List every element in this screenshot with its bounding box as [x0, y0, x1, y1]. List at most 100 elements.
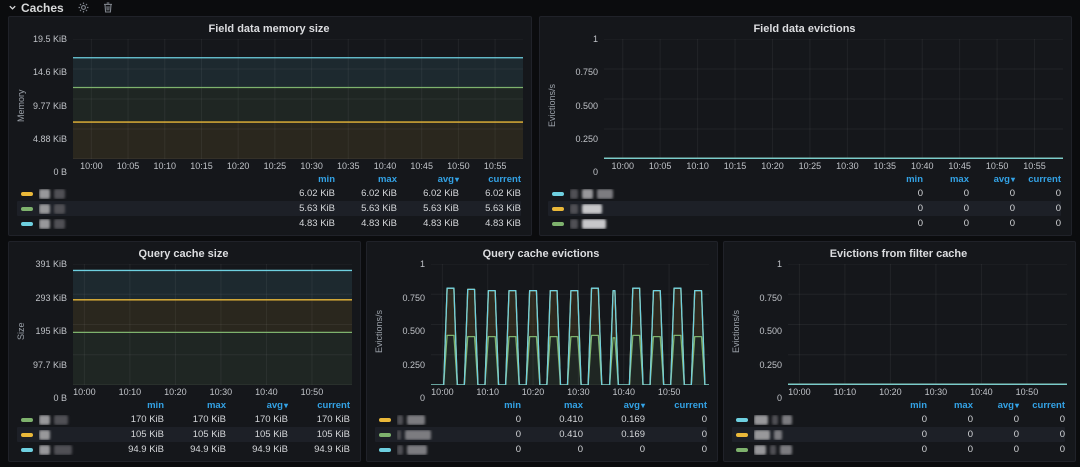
plot-column: 10:0010:0510:1010:1510:2010:2510:3010:35…	[73, 39, 523, 172]
plot-row: Size 0 B97.7 KiB195 KiB293 KiB391 KiB 10…	[15, 264, 352, 398]
row-collapse-toggle[interactable]: Caches	[8, 1, 64, 15]
legend-column-min[interactable]: min	[877, 174, 923, 185]
redacted-series-name	[39, 189, 273, 199]
row-settings-button[interactable]	[78, 2, 89, 13]
redacted-series-name	[754, 445, 881, 455]
legend-row[interactable]: 0000	[732, 442, 1065, 457]
y-tick: 195 KiB	[35, 326, 67, 336]
panel-query-cache-evictions: Query cache evictions Evictions/s 00.250…	[366, 241, 718, 462]
legend-value-avg: 0.169	[583, 429, 645, 440]
legend-value-avg: 0	[973, 444, 1019, 455]
legend-row[interactable]: 0000	[732, 427, 1065, 442]
redaction-chip	[582, 219, 606, 229]
y-axis-ticks: 0 B4.88 KiB9.77 KiB14.6 KiB19.5 KiB	[27, 39, 73, 172]
x-tick: 10:20	[522, 387, 545, 397]
legend-column-avg[interactable]: avg▾	[583, 400, 645, 411]
legend-row[interactable]: 105 KiB105 KiB105 KiB105 KiB	[17, 427, 350, 442]
legend-column-current[interactable]: current	[645, 400, 707, 411]
legend-row[interactable]: 94.9 KiB94.9 KiB94.9 KiB94.9 KiB	[17, 442, 350, 457]
redacted-series-name	[39, 219, 273, 229]
legend-value-min: 170 KiB	[102, 414, 164, 425]
legend-value-max: 0.410	[521, 429, 583, 440]
redacted-series-name	[39, 415, 102, 425]
legend-column-current[interactable]: current	[1019, 400, 1065, 411]
legend-column-min[interactable]: min	[102, 400, 164, 411]
legend-column-avg[interactable]: avg▾	[969, 174, 1015, 185]
plot-area[interactable]	[431, 264, 709, 385]
legend-column-avg[interactable]: avg▾	[397, 174, 459, 185]
redaction-chip	[407, 445, 427, 455]
plot-area[interactable]	[73, 264, 352, 385]
legend-row[interactable]: 0000	[732, 412, 1065, 427]
legend-column-avg[interactable]: avg▾	[973, 400, 1019, 411]
legend-row[interactable]: 0000	[548, 201, 1061, 216]
panel-title-field-data-memory-size[interactable]: Field data memory size	[15, 21, 523, 37]
x-tick: 10:30	[925, 387, 948, 397]
y-axis-ticks: 00.2500.5000.7501	[385, 264, 431, 398]
legend-column-current[interactable]: current	[1015, 174, 1061, 185]
row-delete-button[interactable]	[103, 2, 113, 13]
legend-column-max[interactable]: max	[521, 400, 583, 411]
legend-value-avg: 0.169	[583, 414, 645, 425]
series-color-swatch	[736, 418, 748, 422]
panel-title-field-data-evictions[interactable]: Field data evictions	[546, 21, 1063, 37]
legend-row[interactable]: 170 KiB170 KiB170 KiB170 KiB	[17, 412, 350, 427]
legend-column-min[interactable]: min	[881, 400, 927, 411]
legend-column-min[interactable]: min	[273, 174, 335, 185]
series-color-swatch	[379, 433, 391, 437]
plot-area[interactable]	[604, 39, 1063, 159]
legend-column-max[interactable]: max	[335, 174, 397, 185]
redaction-chip	[754, 415, 768, 425]
legend-row[interactable]: 4.83 KiB4.83 KiB4.83 KiB4.83 KiB	[17, 216, 521, 231]
legend-column-avg[interactable]: avg▾	[226, 400, 288, 411]
x-tick: 10:50	[301, 387, 324, 397]
plot-row: Evictions/s 00.2500.5000.7501 10:0010:10…	[730, 264, 1067, 398]
x-tick: 10:40	[374, 161, 397, 171]
y-tick: 0.250	[759, 360, 782, 370]
redaction-chip	[39, 189, 50, 199]
y-tick: 0	[777, 393, 782, 403]
legend-row[interactable]: 0000	[548, 186, 1061, 201]
legend-row[interactable]: 0000	[375, 442, 707, 457]
legend: minmaxavg▾current 170 KiB170 KiB170 KiB1…	[15, 398, 352, 459]
plot-row: Evictions/s 00.2500.5000.7501 10:0010:05…	[546, 39, 1063, 172]
legend-column-max[interactable]: max	[923, 174, 969, 185]
trash-icon	[103, 2, 113, 13]
series-color-swatch	[21, 418, 33, 422]
chart-svg	[431, 264, 709, 385]
y-tick: 0.500	[575, 101, 598, 111]
legend-row[interactable]: 6.02 KiB6.02 KiB6.02 KiB6.02 KiB	[17, 186, 521, 201]
panel-field-data-evictions: Field data evictions Evictions/s 00.2500…	[539, 16, 1072, 236]
y-tick: 0.750	[759, 293, 782, 303]
legend-column-current[interactable]: current	[459, 174, 521, 185]
plot-area[interactable]	[73, 39, 523, 159]
legend-column-current[interactable]: current	[288, 400, 350, 411]
y-tick: 0 B	[53, 167, 67, 177]
legend-row[interactable]: 00.4100.1690	[375, 412, 707, 427]
legend-column-max[interactable]: max	[164, 400, 226, 411]
legend-column-min[interactable]: min	[459, 400, 521, 411]
legend-row[interactable]: 00.4100.1690	[375, 427, 707, 442]
legend-value-min: 105 KiB	[102, 429, 164, 440]
series-color-swatch	[21, 192, 33, 196]
legend-value-avg: 6.02 KiB	[397, 188, 459, 199]
redaction-chip	[54, 189, 65, 199]
x-tick: 10:35	[337, 161, 360, 171]
legend-column-max[interactable]: max	[927, 400, 973, 411]
legend-value-current: 0	[1019, 444, 1065, 455]
redaction-chip	[39, 204, 50, 214]
legend-value-current: 105 KiB	[288, 429, 350, 440]
x-tick: 10:20	[879, 387, 902, 397]
y-axis-label: Evictions/s	[373, 264, 385, 398]
redacted-series-name	[397, 445, 459, 455]
x-tick: 10:50	[1016, 387, 1039, 397]
x-tick: 10:35	[874, 161, 897, 171]
chart-svg	[73, 264, 352, 385]
redaction-chip	[54, 415, 68, 425]
legend-row[interactable]: 0000	[548, 216, 1061, 231]
plot-area[interactable]	[788, 264, 1067, 385]
y-axis-label: Evictions/s	[730, 264, 742, 398]
legend-row[interactable]: 5.63 KiB5.63 KiB5.63 KiB5.63 KiB	[17, 201, 521, 216]
legend-value-current: 0	[645, 414, 707, 425]
redaction-chip	[407, 415, 425, 425]
